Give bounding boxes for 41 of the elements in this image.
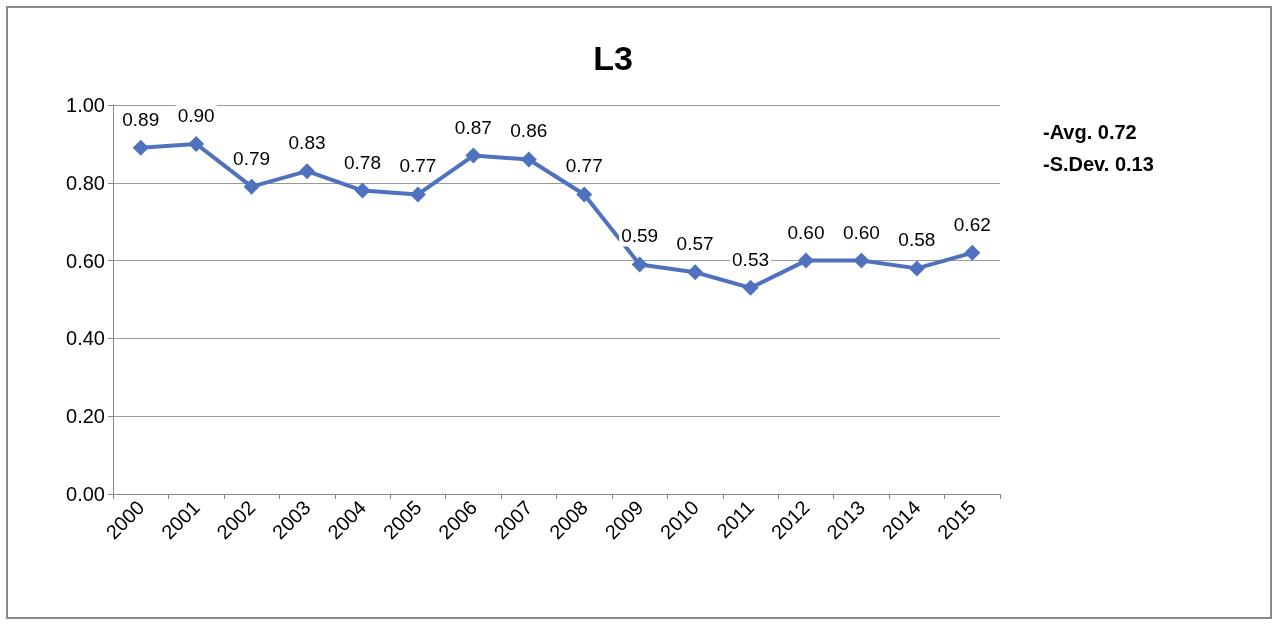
data-label: 0.53 (732, 248, 770, 270)
data-label: 0.60 (787, 221, 825, 243)
point (687, 264, 704, 281)
y-tick-label: 1.00 (66, 94, 105, 116)
point (576, 186, 593, 203)
point (797, 252, 814, 269)
chart-title: L3 (593, 39, 633, 77)
data-label: 0.87 (454, 116, 492, 138)
data-label: 0.79 (233, 147, 271, 169)
data-label: 0.89 (122, 108, 160, 130)
point (409, 186, 426, 203)
data-label: 0.90 (177, 104, 215, 126)
point (188, 135, 205, 152)
point (354, 182, 371, 199)
data-label: 0.78 (343, 151, 381, 173)
data-label: 0.57 (676, 233, 714, 255)
data-label: 0.83 (288, 132, 326, 154)
point (299, 163, 316, 180)
data-label: 0.59 (621, 225, 659, 247)
data-label: 0.77 (565, 155, 603, 177)
y-tick-label: 0.20 (66, 405, 105, 428)
y-tick-label: 0.60 (66, 249, 105, 272)
point (243, 178, 260, 195)
y-tick-label: 0.80 (66, 171, 105, 194)
point (465, 147, 482, 164)
point (520, 151, 537, 168)
point (132, 139, 149, 156)
y-tick-label: 0.00 (66, 483, 105, 505)
point (631, 256, 648, 273)
point (853, 252, 870, 269)
data-label: 0.60 (842, 221, 880, 243)
data-label: 0.62 (953, 213, 991, 235)
text: -S.Dev. 0.13 (1043, 152, 1154, 177)
data-label: 0.86 (510, 120, 548, 142)
point (964, 244, 981, 261)
text: -Avg. 0.72 (1043, 120, 1138, 145)
point (908, 260, 925, 277)
point (742, 279, 759, 296)
y-tick-label: 0.40 (66, 327, 105, 350)
data-label: 0.58 (898, 229, 936, 251)
data-label: 0.77 (399, 155, 437, 177)
